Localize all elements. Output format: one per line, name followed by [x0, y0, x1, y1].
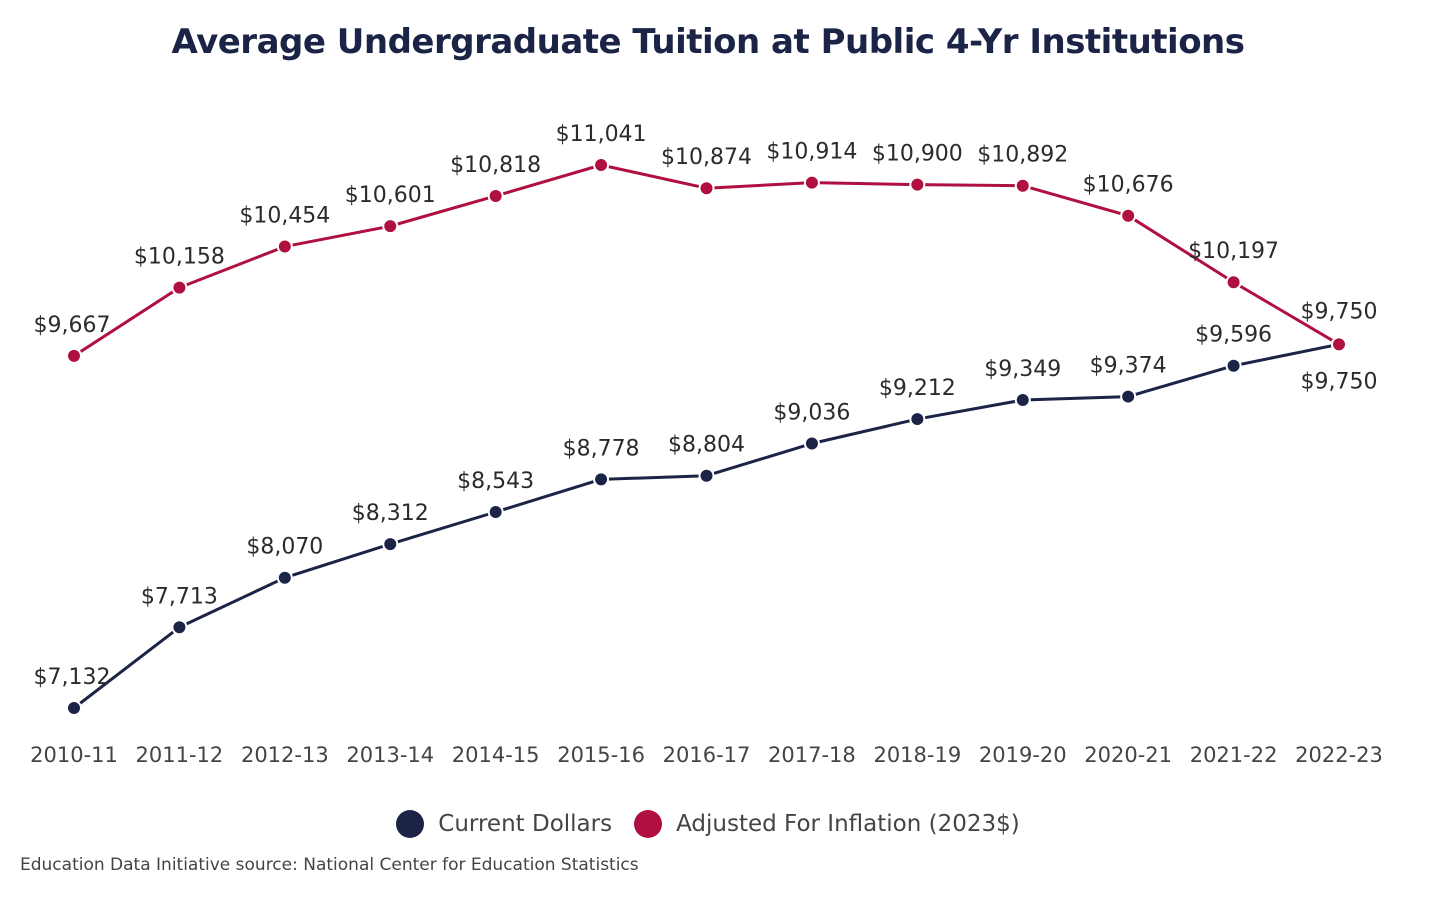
data-point-current-dollars-2019-20[interactable]: [1014, 392, 1031, 409]
x-tick-label-2013-14: 2013-14: [346, 743, 434, 767]
data-label-current-dollars-2020-21: $9,374: [1090, 354, 1167, 379]
x-tick-label-2017-18: 2017-18: [768, 743, 856, 767]
legend-marker-adjusted-for-inflation: [634, 810, 663, 838]
data-point-current-dollars-2012-13[interactable]: [276, 569, 293, 586]
data-label-current-dollars-2016-17: $8,804: [668, 433, 745, 458]
data-label-adjusted-for-inflation-2023-2019-20: $10,892: [977, 143, 1068, 168]
data-point-current-dollars-2013-14[interactable]: [382, 536, 399, 553]
data-point-current-dollars-2016-17[interactable]: [698, 467, 715, 484]
data-points: [66, 157, 1347, 716]
data-labels: $7,132 $7,713 $8,070 $8,312 $8,543 $8,778 $8,8…: [34, 122, 1378, 690]
data-point-adjusted-for-inflation-2023-2020-21[interactable]: [1120, 207, 1137, 224]
x-tick-label-2010-11: 2010-11: [30, 743, 118, 767]
data-point-adjusted-for-inflation-2023-2011-12[interactable]: [171, 279, 188, 296]
chart-title: Average Undergraduate Tuition at Public …: [171, 22, 1245, 62]
x-tick-label-2022-23: 2022-23: [1295, 743, 1383, 767]
legend-marker-current-dollars: [396, 810, 425, 838]
data-point-adjusted-for-inflation-2023-2021-22[interactable]: [1225, 274, 1242, 291]
data-point-adjusted-for-inflation-2023-2012-13[interactable]: [276, 238, 293, 255]
data-label-current-dollars-2017-18: $9,036: [773, 401, 850, 426]
data-point-adjusted-for-inflation-2023-2014-15[interactable]: [487, 187, 504, 204]
line-chart: $7,132 $7,713 $8,070 $8,312 $8,543 $8,778 $8,8…: [30, 122, 1383, 767]
data-label-current-dollars-2019-20: $9,349: [984, 357, 1061, 382]
series-line-current-dollars: [73, 342, 1340, 710]
data-label-current-dollars-2010-11: $7,132: [34, 665, 111, 690]
data-label-current-dollars-2015-16: $8,778: [563, 436, 640, 461]
data-point-adjusted-for-inflation-2023-2018-19[interactable]: [909, 176, 926, 193]
data-point-adjusted-for-inflation-2023-2022-23[interactable]: [1331, 336, 1347, 353]
data-point-current-dollars-2010-11[interactable]: [66, 700, 82, 716]
data-point-current-dollars-2017-18[interactable]: [803, 435, 820, 452]
legend-item-adjusted-for-inflation[interactable]: Adjusted For Inflation (2023$): [634, 810, 1020, 838]
x-tick-label-2011-12: 2011-12: [136, 743, 224, 767]
data-label-adjusted-for-inflation-2023-2017-18: $10,914: [766, 140, 857, 165]
x-axis-ticks: 2010-11 2011-12 2012-13 2013-14 2014-15 2015-…: [30, 743, 1383, 767]
data-point-current-dollars-2011-12[interactable]: [171, 619, 188, 636]
data-point-current-dollars-2014-15[interactable]: [487, 503, 504, 520]
data-point-adjusted-for-inflation-2023-2016-17[interactable]: [698, 180, 715, 197]
data-label-current-dollars-2021-22: $9,596: [1195, 323, 1272, 348]
data-point-current-dollars-2021-22[interactable]: [1225, 357, 1242, 374]
data-label-adjusted-for-inflation-2023-2011-12: $10,158: [134, 245, 225, 270]
data-label-adjusted-for-inflation-2023-2014-15: $10,818: [450, 153, 541, 178]
legend: Current Dollars Adjusted For Inflation (…: [0, 810, 1416, 838]
data-label-current-dollars-2013-14: $8,312: [352, 501, 429, 526]
data-label-adjusted-for-inflation-2023-2013-14: $10,601: [345, 183, 436, 208]
x-tick-label-2021-22: 2021-22: [1190, 743, 1278, 767]
data-label-current-dollars-2014-15: $8,543: [457, 469, 534, 494]
data-label-current-dollars-2011-12: $7,713: [141, 584, 218, 609]
data-point-adjusted-for-inflation-2023-2015-16[interactable]: [593, 157, 610, 173]
legend-label-current-dollars: Current Dollars: [438, 811, 613, 837]
data-label-current-dollars-2022-23: $9,750: [1301, 369, 1378, 394]
x-tick-label-2012-13: 2012-13: [241, 743, 329, 767]
data-label-current-dollars-2018-19: $9,212: [879, 376, 956, 401]
legend-label-adjusted-for-inflation: Adjusted For Inflation (2023$): [676, 811, 1020, 837]
data-label-adjusted-for-inflation-2023-2012-13: $10,454: [239, 204, 330, 229]
data-label-current-dollars-2012-13: $8,070: [246, 535, 323, 560]
x-tick-label-2014-15: 2014-15: [452, 743, 540, 767]
x-tick-label-2015-16: 2015-16: [557, 743, 645, 767]
data-point-adjusted-for-inflation-2023-2019-20[interactable]: [1014, 177, 1031, 194]
data-point-adjusted-for-inflation-2023-2017-18[interactable]: [803, 174, 820, 191]
data-point-current-dollars-2018-19[interactable]: [909, 411, 926, 428]
data-label-adjusted-for-inflation-2023-2010-11: $9,667: [34, 313, 111, 338]
data-label-adjusted-for-inflation-2023-2020-21: $10,676: [1083, 173, 1174, 198]
x-tick-label-2019-20: 2019-20: [979, 743, 1067, 767]
x-tick-label-2018-19: 2018-19: [873, 743, 961, 767]
data-label-adjusted-for-inflation-2023-2021-22: $10,197: [1188, 239, 1279, 264]
source-note: Education Data Initiative source: Nation…: [20, 855, 639, 875]
data-label-adjusted-for-inflation-2023-2016-17: $10,874: [661, 145, 752, 170]
data-point-adjusted-for-inflation-2023-2013-14[interactable]: [382, 218, 399, 235]
data-point-current-dollars-2015-16[interactable]: [593, 471, 610, 488]
data-point-current-dollars-2020-21[interactable]: [1120, 388, 1137, 405]
data-label-adjusted-for-inflation-2023-2022-23: $9,750: [1301, 299, 1378, 324]
x-tick-label-2016-17: 2016-17: [663, 743, 751, 767]
data-label-adjusted-for-inflation-2023-2015-16: $11,041: [556, 122, 647, 147]
data-point-adjusted-for-inflation-2023-2010-11[interactable]: [66, 347, 82, 364]
legend-item-current-dollars[interactable]: Current Dollars: [396, 810, 612, 838]
data-label-adjusted-for-inflation-2023-2018-19: $10,900: [872, 142, 963, 167]
x-tick-label-2020-21: 2020-21: [1084, 743, 1172, 767]
